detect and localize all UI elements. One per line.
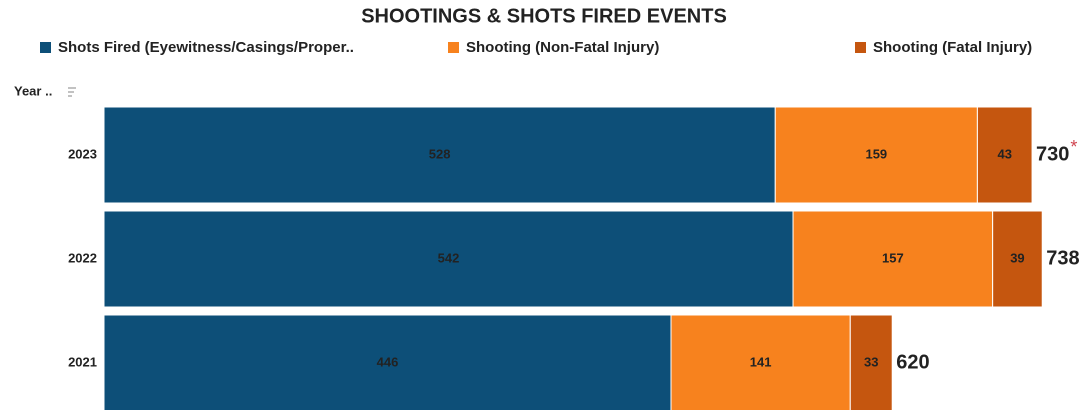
legend-label: Shooting (Non-Fatal Injury): [466, 39, 659, 56]
bar-segment: [103, 314, 672, 410]
legend-swatch: [855, 42, 866, 53]
value-label: 528: [429, 146, 451, 161]
total-label: 620: [896, 351, 929, 373]
bar-segment: [103, 106, 776, 204]
legend-swatch: [40, 42, 51, 53]
value-label: 159: [865, 146, 887, 161]
total-label: 738: [1046, 247, 1079, 269]
legend-swatch: [448, 42, 459, 53]
legend-label: Shots Fired (Eyewitness/Casings/Proper..: [58, 39, 354, 56]
y-tick-label: 2023: [68, 146, 97, 161]
bar-segment: [849, 314, 893, 410]
value-label: 33: [864, 354, 878, 369]
value-label: 446: [377, 354, 399, 369]
value-label: 39: [1010, 250, 1024, 265]
value-label: 43: [997, 146, 1011, 161]
bar-segment: [992, 210, 1043, 308]
value-label: 542: [438, 250, 460, 265]
bar-segment: [976, 106, 1033, 204]
y-tick-label: 2021: [68, 354, 97, 369]
y-axis-label: Year ..: [14, 83, 52, 98]
bar-segment: [792, 210, 994, 308]
bar-segment: [774, 106, 978, 204]
bar-segment: [103, 210, 794, 308]
value-label: 157: [882, 250, 904, 265]
chart-title: SHOOTINGS & SHOTS FIRED EVENTS: [361, 5, 727, 27]
total-annotation: *: [1070, 137, 1077, 157]
value-label: 141: [750, 354, 772, 369]
legend-label: Shooting (Fatal Injury): [873, 39, 1032, 56]
total-label: 730: [1036, 143, 1069, 165]
filter-icon[interactable]: [68, 87, 76, 97]
y-tick-label: 2022: [68, 250, 97, 265]
